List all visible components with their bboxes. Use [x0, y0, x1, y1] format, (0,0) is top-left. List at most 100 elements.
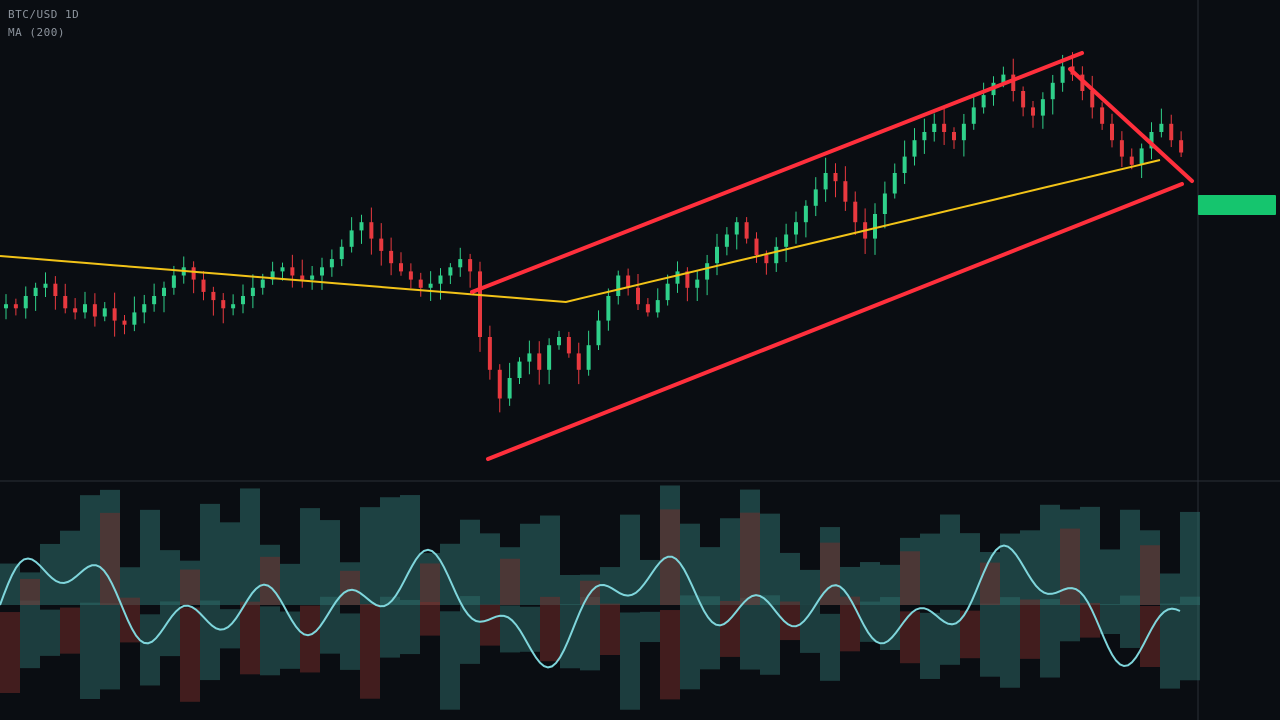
oscillator-band-down: [60, 607, 80, 654]
candle: [882, 181, 887, 229]
candle: [13, 298, 18, 316]
last-price-tag: [1198, 195, 1276, 215]
oscillator-band-down: [340, 613, 360, 670]
oscillator-band-red: [420, 563, 440, 605]
candle: [270, 261, 275, 285]
candle: [853, 191, 858, 235]
candle: [33, 282, 38, 311]
candle-body: [744, 222, 749, 239]
candle: [705, 254, 710, 296]
candle: [695, 269, 700, 301]
candle: [458, 247, 463, 277]
candle: [902, 140, 907, 184]
oscillator-band-down: [180, 607, 200, 702]
candle-body: [566, 337, 571, 354]
candle-body: [1011, 74, 1016, 91]
candle: [823, 157, 828, 202]
oscillator-band-up: [1000, 533, 1020, 605]
candle-body: [527, 353, 532, 362]
candle: [813, 177, 818, 217]
candle-body: [754, 238, 759, 255]
oscillator-band-up: [620, 514, 640, 605]
oscillator-band-down: [920, 612, 940, 679]
candle-body: [211, 291, 216, 301]
oscillator-band-down: [500, 605, 520, 653]
candle: [102, 302, 107, 322]
oscillator-band-up: [0, 563, 20, 605]
candle-body: [389, 250, 394, 264]
candle-body: [882, 193, 887, 214]
candle: [517, 357, 522, 384]
oscillator-band-up: [300, 508, 320, 605]
oscillator-band-down: [540, 596, 560, 662]
oscillator-band-up: [840, 566, 860, 605]
candle: [1110, 113, 1114, 148]
candle: [221, 293, 226, 324]
candle-body: [1021, 91, 1026, 108]
candle-body: [260, 279, 265, 288]
oscillator-band-down: [200, 600, 220, 681]
oscillator-band-down: [1100, 604, 1120, 635]
candle: [645, 298, 650, 317]
candle-body: [92, 304, 97, 317]
candle: [290, 254, 295, 288]
candle-body: [655, 300, 660, 313]
candle-body: [616, 275, 621, 296]
candle-body: [458, 259, 463, 268]
candle-body: [112, 308, 117, 321]
candle: [586, 330, 591, 376]
candle-body: [645, 304, 650, 313]
candle-body: [665, 283, 670, 301]
oscillator-band-down: [360, 603, 380, 699]
oscillator-band-up: [540, 515, 560, 605]
candle: [794, 211, 798, 244]
oscillator-band-up: [80, 495, 100, 605]
candle: [527, 340, 532, 375]
candle: [961, 113, 966, 157]
oscillator-band-red: [740, 512, 760, 605]
oscillator-band-up: [520, 523, 540, 605]
candle-body: [764, 255, 769, 264]
candle: [1149, 122, 1154, 160]
candle-body: [122, 320, 127, 325]
candle: [73, 298, 78, 320]
candle: [774, 237, 779, 272]
candle-body: [438, 275, 443, 284]
oscillator-band-red: [1140, 545, 1160, 605]
candle-body: [981, 95, 986, 108]
oscillator-band-down: [840, 596, 860, 652]
oscillator-band-down: [260, 606, 280, 676]
oscillator-band-down: [100, 603, 120, 690]
candle-body: [507, 378, 512, 399]
candle-body: [685, 271, 690, 288]
oscillator-band-up: [380, 497, 400, 605]
indicator-header[interactable]: MA (200): [8, 26, 65, 39]
candle: [744, 217, 749, 244]
oscillator-band-up: [480, 533, 500, 605]
oscillator-band-up: [640, 559, 660, 605]
candle: [1040, 92, 1045, 129]
candle-body: [43, 283, 48, 288]
candle-body: [596, 320, 601, 346]
candle-body: [833, 173, 838, 182]
candle-body: [1090, 91, 1095, 108]
candle: [952, 127, 956, 149]
candle: [497, 364, 502, 413]
candle: [310, 266, 315, 290]
candle: [379, 223, 384, 266]
candle: [507, 362, 512, 406]
candle: [1021, 86, 1026, 117]
candle-body: [843, 181, 848, 202]
candle-body: [329, 259, 334, 268]
symbol-header[interactable]: BTC/USD 1D: [8, 8, 79, 21]
indicator-label: MA (200): [8, 26, 65, 39]
oscillator-band-down: [300, 605, 320, 673]
oscillator-band-down: [880, 597, 900, 651]
candle: [152, 283, 157, 312]
oscillator-band-down: [700, 596, 720, 670]
candle-body: [310, 275, 315, 280]
channel-upper-line: [470, 51, 1084, 294]
oscillator-band-down: [1080, 602, 1100, 638]
candle-body: [1031, 107, 1035, 116]
